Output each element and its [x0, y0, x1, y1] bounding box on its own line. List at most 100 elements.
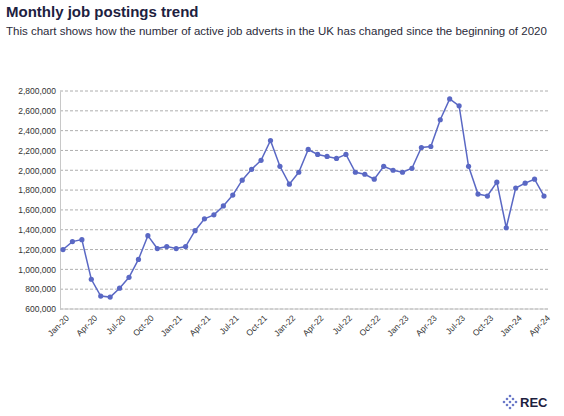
point [494, 180, 499, 185]
grid-line [60, 249, 548, 250]
y-tick-label: 2,000,000 [18, 165, 56, 175]
point [428, 144, 433, 149]
y-tick-label: 800,000 [25, 284, 56, 294]
point [192, 228, 197, 233]
x-tick-label: Jul-20 [104, 313, 128, 337]
point [390, 168, 395, 173]
point [400, 170, 405, 175]
x-tick-label: Jul-22 [330, 313, 354, 337]
y-tick-label: 1,200,000 [18, 245, 56, 255]
point [211, 212, 216, 217]
y-tick: 1,600,000 [18, 205, 60, 215]
x-tick-label: Jan-22 [272, 313, 298, 339]
x-tick-label: Apr-22 [300, 313, 325, 338]
grid-line [60, 130, 548, 131]
point [174, 246, 179, 251]
point [315, 152, 320, 157]
y-tick-label: 2,400,000 [18, 126, 56, 136]
y-tick: 2,800,000 [18, 86, 60, 96]
x-tick-label: Oct-22 [357, 313, 382, 338]
point [334, 156, 339, 161]
point [296, 170, 301, 175]
logo-dot [506, 398, 509, 401]
x-tick-label: Oct-23 [470, 313, 495, 338]
x-tick: Apr-21 [187, 309, 212, 338]
title: Monthly job postings trend [6, 3, 198, 20]
x-tick-label: Jul-23 [444, 313, 468, 337]
point [504, 225, 509, 230]
x-tick: Jul-22 [330, 309, 354, 336]
logo-dot [515, 401, 518, 404]
point [89, 277, 94, 282]
x-tick: Jul-20 [104, 309, 128, 336]
logo-dot [512, 404, 515, 407]
point [277, 164, 282, 169]
x-tick: Jan-20 [46, 309, 72, 338]
y-tick: 1,200,000 [18, 245, 60, 255]
y-tick: 2,600,000 [18, 106, 60, 116]
x-tick: Jan-23 [385, 309, 411, 338]
plot-area [60, 96, 546, 299]
grid-line [60, 150, 548, 151]
point [447, 96, 452, 101]
x-tick-label: Apr-21 [187, 313, 212, 338]
x-tick-label: Jan-20 [46, 313, 72, 339]
x-tick-label: Apr-24 [527, 313, 552, 338]
x-tick: Apr-23 [414, 309, 439, 338]
point [523, 181, 528, 186]
grid-line [60, 209, 548, 210]
y-tick: 1,000,000 [18, 265, 60, 275]
point [287, 182, 292, 187]
logo-dot [512, 398, 515, 401]
point [126, 275, 131, 280]
x-tick: Oct-23 [470, 309, 495, 338]
x-tick: Apr-22 [300, 309, 325, 338]
point [70, 239, 75, 244]
point [438, 117, 443, 122]
logo-dot [509, 407, 512, 410]
point [372, 177, 377, 182]
y-tick-label: 1,400,000 [18, 225, 56, 235]
grid [60, 91, 548, 309]
point [409, 166, 414, 171]
x-tick-label: Apr-23 [414, 313, 439, 338]
y-tick-label: 1,600,000 [18, 205, 56, 215]
x-tick-label: Jan-21 [159, 313, 185, 339]
point [268, 138, 273, 143]
x-tick: Jul-21 [217, 309, 241, 336]
grid-line [60, 289, 548, 290]
y-tick-label: 2,600,000 [18, 106, 56, 116]
point [155, 246, 160, 251]
point [240, 178, 245, 183]
point [60, 247, 65, 252]
point [324, 154, 329, 159]
y-tick-label: 2,800,000 [18, 86, 56, 96]
point [221, 203, 226, 208]
point [419, 145, 424, 150]
x-tick: Jul-23 [444, 309, 468, 336]
point [343, 152, 348, 157]
x-axis-line [60, 309, 548, 310]
y-tick-label: 1,000,000 [18, 265, 56, 275]
y-tick-label: 600,000 [25, 304, 56, 314]
point [183, 244, 188, 249]
logo-dot [509, 401, 512, 404]
point [381, 164, 386, 169]
x-axis: Jan-20Apr-20Jul-20Oct-20Jan-21Apr-21Jul-… [46, 309, 553, 338]
x-tick-label: Jul-21 [217, 313, 241, 337]
line [63, 99, 544, 297]
x-tick: Oct-20 [131, 309, 156, 338]
point [485, 193, 490, 198]
point [362, 172, 367, 177]
point [249, 167, 254, 172]
point [541, 193, 546, 198]
subtitle: This chart shows how the number of activ… [6, 24, 558, 39]
logo-dot [506, 404, 509, 407]
logo-dot [509, 395, 512, 398]
point [532, 177, 537, 182]
chart: 600,000 800,000 1,000,000 1,200,000 1,400,00… [0, 0, 564, 416]
point [108, 295, 113, 300]
y-tick-label: 2,200,000 [18, 146, 56, 156]
logo-dot [503, 401, 506, 404]
y-tick: 1,400,000 [18, 225, 60, 235]
